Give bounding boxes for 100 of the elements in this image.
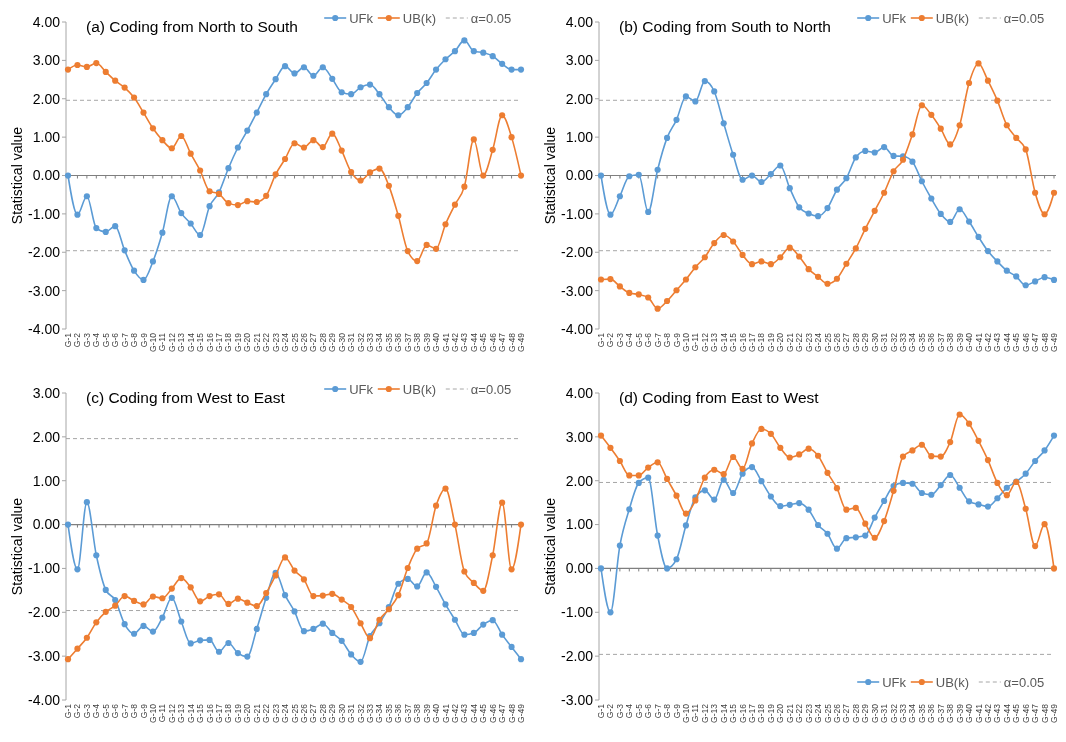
- x-tick-label: G-20: [242, 703, 253, 723]
- x-tick-label: G-32: [888, 703, 899, 723]
- x-tick-label: G-34: [374, 703, 385, 723]
- x-tick-label: G-31: [346, 703, 357, 723]
- x-tick-label: G-21: [251, 703, 262, 723]
- y-tick-label: 3.00: [565, 52, 594, 69]
- x-tick-label: G-23: [803, 332, 814, 352]
- legend-label: UFk: [349, 10, 374, 26]
- x-tick-label: G-25: [289, 332, 300, 352]
- legend-label: UB(k): [935, 10, 970, 26]
- x-tick-label: G-40: [964, 703, 975, 723]
- x-tick-label: G-19: [232, 703, 243, 723]
- y-tick-label: 1.00: [565, 516, 594, 533]
- x-tick-label: G-25: [289, 703, 300, 723]
- x-tick-label: G-47: [1030, 703, 1041, 723]
- x-tick-label: G-12: [699, 332, 710, 352]
- x-tick-label: G-1: [63, 332, 73, 348]
- x-tick-label: G-3: [614, 332, 625, 348]
- x-tick-label: G-4: [91, 703, 102, 719]
- x-tick-label: G-5: [100, 703, 111, 719]
- legend-label: UB(k): [935, 674, 970, 690]
- x-tick-label: G-24: [280, 332, 291, 352]
- x-tick-label: G-7: [119, 332, 130, 348]
- y-tick-label: -3.00: [561, 691, 594, 708]
- x-tick-label: G-34: [907, 332, 918, 352]
- x-tick-label: G-31: [879, 332, 890, 352]
- x-tick-label: G-27: [308, 703, 319, 723]
- x-tick-label: G-10: [147, 703, 158, 723]
- y-axis-title: Statistical value: [9, 126, 25, 225]
- x-tick-label: G-3: [81, 703, 92, 719]
- x-tick-label: G-27: [308, 332, 319, 352]
- x-tick-label: G-5: [100, 332, 111, 348]
- x-tick-label: G-22: [794, 332, 805, 352]
- x-tick-label: G-45: [1011, 703, 1022, 723]
- x-tick-label: G-31: [346, 332, 357, 352]
- x-tick-label: G-43: [992, 332, 1003, 352]
- x-tick-label: G-9: [138, 332, 149, 348]
- x-tick-label: G-12: [166, 332, 177, 352]
- x-tick-label: G-35: [383, 332, 394, 352]
- annotation: α=0.05: [470, 10, 512, 26]
- x-tick-label: G-9: [671, 332, 682, 348]
- x-tick-label: G-25: [822, 703, 833, 723]
- y-axis-title: Statistical value: [542, 126, 558, 225]
- x-tick-label: G-25: [822, 332, 833, 352]
- x-tick-label: G-15: [195, 703, 206, 723]
- x-tick-label: G-48: [506, 703, 517, 723]
- x-tick-label: G-13: [709, 332, 720, 352]
- x-tick-label: G-38: [412, 332, 423, 352]
- x-tick-label: G-37: [402, 703, 413, 723]
- x-tick-label: G-44: [1001, 332, 1012, 352]
- y-tick-label: -1.00: [561, 205, 594, 222]
- x-tick-label: G-7: [119, 703, 130, 719]
- x-tick-label: G-18: [756, 332, 767, 352]
- x-tick-label: G-16: [737, 703, 748, 723]
- x-tick-label: G-46: [1020, 703, 1031, 723]
- x-tick-label: G-44: [1001, 703, 1012, 723]
- x-tick-label: G-28: [317, 332, 328, 352]
- y-tick-label: -4.00: [28, 320, 61, 337]
- x-tick-label: G-26: [831, 703, 842, 723]
- x-tick-label: G-20: [775, 332, 786, 352]
- chart-title: (b) Coding from South to North: [619, 18, 831, 35]
- x-tick-label: G-32: [355, 703, 366, 723]
- x-tick-label: G-9: [671, 703, 682, 719]
- x-tick-label: G-17: [747, 703, 757, 723]
- y-tick-label: -2.00: [561, 244, 594, 261]
- x-tick-label: G-28: [850, 703, 861, 723]
- x-tick-label: G-17: [747, 332, 757, 352]
- x-tick-label: G-14: [718, 703, 729, 723]
- x-tick-label: G-30: [336, 703, 347, 723]
- x-tick-label: G-9: [138, 703, 149, 719]
- x-tick-label: G-19: [765, 703, 776, 723]
- x-tick-label: G-13: [176, 332, 187, 352]
- x-tick-label: G-24: [813, 332, 824, 352]
- x-tick-label: G-13: [176, 703, 187, 723]
- y-tick-label: 0.00: [32, 167, 61, 184]
- x-tick-label: G-4: [624, 332, 635, 348]
- chart-title: (c) Coding from West to East: [86, 389, 286, 406]
- x-tick-label: G-1: [596, 703, 606, 719]
- x-tick-label: G-10: [680, 703, 691, 723]
- x-tick-label: G-33: [365, 332, 375, 352]
- x-tick-label: G-49: [516, 703, 526, 723]
- legend-label: UFk: [882, 674, 907, 690]
- y-tick-label: -4.00: [561, 320, 594, 337]
- x-tick-label: G-41: [973, 703, 984, 723]
- x-tick-label: G-46: [487, 332, 498, 352]
- legend-label: UFk: [882, 10, 907, 26]
- x-tick-label: G-3: [81, 332, 92, 348]
- y-tick-label: -1.00: [28, 205, 61, 222]
- x-tick-label: G-34: [907, 703, 918, 723]
- x-tick-label: G-2: [605, 703, 616, 719]
- x-tick-label: G-20: [775, 703, 786, 723]
- x-tick-label: G-8: [129, 332, 140, 348]
- x-tick-label: G-11: [690, 332, 701, 352]
- x-tick-label: G-26: [298, 703, 309, 723]
- x-tick-label: G-29: [327, 332, 338, 352]
- y-axis-title: Statistical value: [9, 497, 25, 596]
- x-tick-label: G-33: [898, 703, 908, 723]
- y-tick-label: -4.00: [28, 691, 61, 708]
- annotation: α=0.05: [470, 381, 512, 397]
- x-tick-label: G-1: [596, 332, 606, 348]
